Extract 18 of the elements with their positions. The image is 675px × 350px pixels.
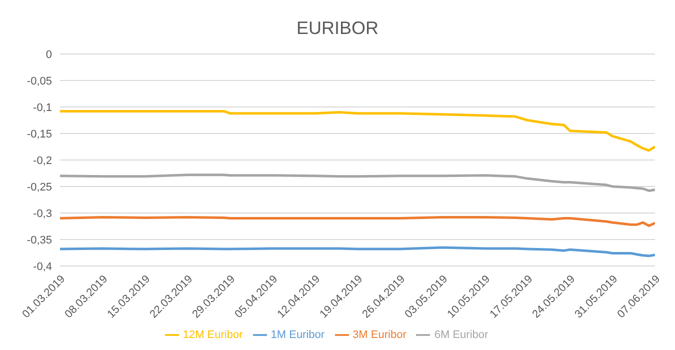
- line-series: [60, 110, 655, 152]
- y-tick-label: -0,15: [26, 128, 52, 140]
- chart-title: EURIBOR: [295, 17, 380, 40]
- y-tick-label: -0,4: [33, 260, 52, 273]
- legend-label: 6M Euribor: [434, 328, 488, 341]
- line-series: [60, 174, 655, 192]
- legend-label: 12M Euribor: [182, 328, 243, 341]
- legend-label: 3M Euribor: [352, 328, 406, 341]
- y-tick-label: -0,25: [26, 181, 52, 194]
- y-tick-label: -0,3: [33, 208, 52, 220]
- line-series: [60, 246, 655, 258]
- y-tick-label: -0,35: [26, 234, 52, 246]
- y-tick-label: 0: [46, 48, 52, 61]
- y-tick-label: -0,05: [26, 75, 52, 88]
- y-tick-label: -0,2: [33, 154, 52, 167]
- legend-label: 1M Euribor: [270, 328, 325, 341]
- y-tick-label: -0,1: [33, 102, 52, 114]
- line-series: [60, 216, 655, 227]
